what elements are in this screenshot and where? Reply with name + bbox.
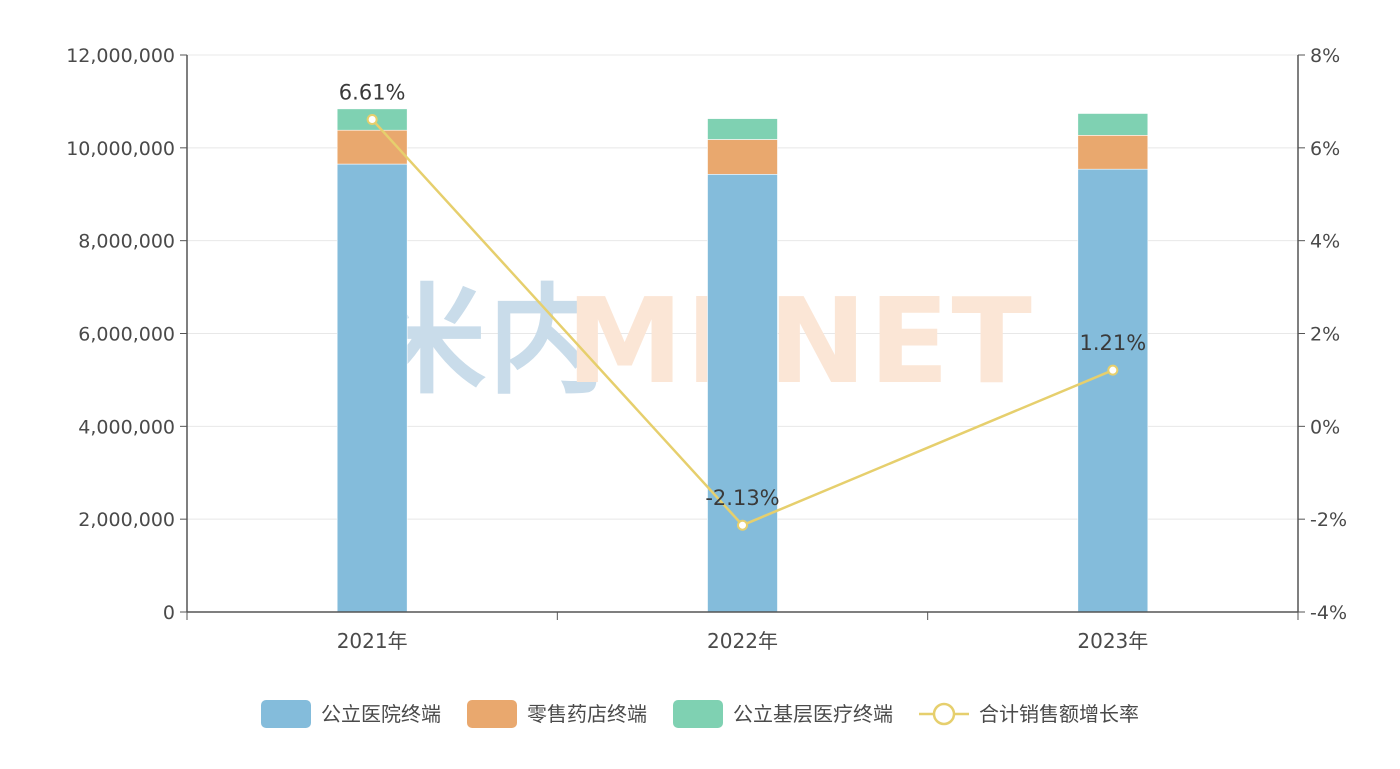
data-label: 6.61% — [339, 81, 406, 105]
legend: 公立医院终端 零售药店终端 公立基层医疗终端 合计销售额增长率 — [261, 700, 1139, 728]
y-left-tick-label: 4,000,000 — [78, 416, 175, 438]
bar-segment — [1077, 135, 1149, 170]
line-series — [366, 114, 1119, 531]
y-left-tick-label: 8,000,000 — [78, 231, 175, 253]
y-left-tick-label: 12,000,000 — [66, 45, 175, 67]
axes: 0 2,000,000 4,000,000 6,000,000 8,000,000 10,… — [66, 45, 1347, 653]
bar-segment — [1077, 168, 1149, 613]
data-label: 1.21% — [1079, 331, 1146, 355]
legend-swatch — [467, 700, 517, 728]
watermark-logo-left: 米内 — [368, 272, 608, 410]
x-tick-label: 2022年 — [707, 629, 778, 653]
y-left-tick-label: 0 — [163, 602, 175, 624]
y-right-tick-label: -2% — [1310, 509, 1347, 531]
bar-segment — [707, 139, 778, 175]
y-left-tick-label: 2,000,000 — [78, 509, 175, 531]
line-point — [737, 519, 748, 531]
x-tick-label: 2023年 — [1077, 629, 1148, 653]
bar-segment — [336, 129, 408, 165]
y-right-tick-label: -4% — [1310, 602, 1347, 624]
y-right-tick-label: 2% — [1310, 324, 1340, 346]
legend-swatch — [261, 700, 311, 728]
bar-segment — [707, 173, 778, 613]
watermark: 米内 MENET — [368, 272, 1034, 410]
legend-label: 零售药店终端 — [527, 702, 647, 726]
legend-label: 合计销售额增长率 — [979, 702, 1139, 726]
x-tick-label: 2021年 — [337, 629, 408, 653]
data-label: -2.13% — [705, 486, 779, 510]
y-right-tick-label: 0% — [1310, 416, 1340, 438]
bar-series — [336, 108, 1149, 613]
legend-label: 公立医院终端 — [321, 702, 441, 726]
bar-segment — [1077, 113, 1149, 136]
legend-label: 公立基层医疗终端 — [733, 702, 893, 726]
bar-segment — [707, 118, 778, 140]
y-left-tick-label: 6,000,000 — [78, 324, 175, 346]
y-right-tick-label: 4% — [1310, 231, 1340, 253]
line-point — [366, 114, 378, 126]
legend-swatch-marker — [932, 702, 956, 726]
y-right-tick-label: 6% — [1310, 138, 1340, 160]
watermark-logo-right: MENET — [566, 272, 1034, 410]
y-right-tick-label: 8% — [1310, 45, 1340, 67]
y-left-tick-label: 10,000,000 — [66, 138, 175, 160]
line-point — [1107, 364, 1119, 376]
bar-segment — [336, 163, 408, 613]
legend-swatch — [673, 700, 723, 728]
data-labels: 6.61% -2.13% 1.21% — [339, 81, 1146, 511]
